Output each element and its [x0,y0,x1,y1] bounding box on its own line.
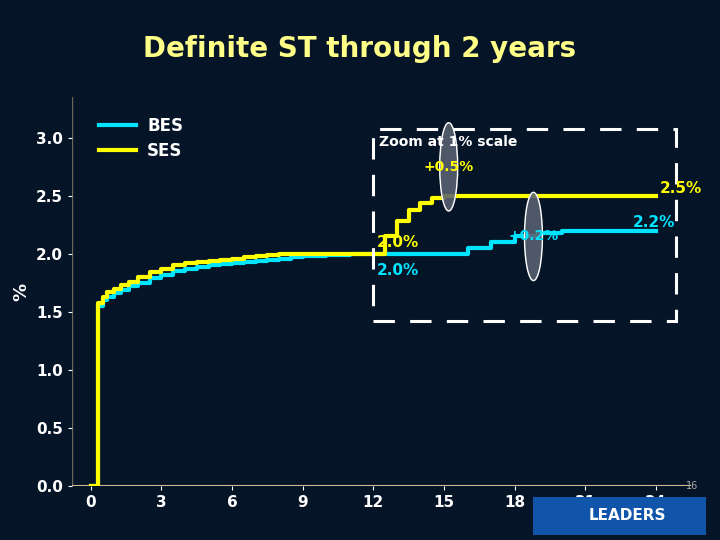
Text: 2.2%: 2.2% [632,215,675,230]
BES [228,260,236,266]
BES [557,227,566,234]
BES [134,280,143,286]
Circle shape [440,123,458,211]
Text: +0.5%: +0.5% [423,160,474,174]
BES [652,227,660,234]
SES [110,286,119,292]
Text: Definite ST through 2 years: Definite ST through 2 years [143,35,577,63]
BES [99,297,107,303]
SES [346,251,354,257]
BES [94,303,102,309]
BES [346,251,354,257]
SES [416,200,425,206]
SES [428,195,436,201]
BES [103,294,112,300]
SES [652,193,660,199]
BES [124,283,132,289]
BES [157,272,166,278]
SES [103,289,112,295]
SES [124,279,132,285]
SES [134,274,143,280]
Line: SES: SES [91,196,656,486]
SES [440,193,449,199]
SES [181,260,189,266]
SES [216,256,225,263]
BES [487,239,495,246]
Text: 2.0%: 2.0% [377,262,419,278]
BES [204,262,213,269]
BES [287,254,295,261]
BES [463,245,472,251]
Circle shape [524,192,542,281]
BES [581,227,590,234]
BES [216,261,225,267]
BES [322,252,330,258]
Bar [374,129,676,321]
BES [145,275,154,281]
BES [392,251,401,257]
BES [275,255,284,262]
SES [275,251,284,257]
Text: 2.0%: 2.0% [377,235,419,250]
SES [228,255,236,262]
SES [157,266,166,272]
BES [181,266,189,272]
SES [169,262,178,269]
Text: 2.5%: 2.5% [660,181,702,197]
Line: BES: BES [91,231,656,486]
SES [145,269,154,276]
BES [117,287,126,293]
BES [416,251,425,257]
BES [86,483,95,489]
Text: LEADERS: LEADERS [589,508,667,523]
BES [240,259,248,265]
SES [298,251,307,257]
SES [392,218,401,225]
SES [240,254,248,261]
BES [298,253,307,259]
BES [369,251,378,257]
BES [263,256,271,263]
Legend: BES, SES: BES, SES [99,117,184,160]
SES [204,258,213,264]
Text: +0.2%: +0.2% [508,230,559,244]
SES [117,282,126,288]
SES [405,206,413,213]
Text: Zoom at 1% scale: Zoom at 1% scale [379,136,518,150]
SES [94,299,102,306]
BES [110,290,119,296]
SES [287,251,295,257]
SES [322,251,330,257]
SES [192,259,201,265]
SES [251,253,260,259]
BES [251,258,260,264]
SES [381,233,390,240]
Text: 16: 16 [686,481,698,491]
BES [169,268,178,274]
SES [263,252,271,258]
BES [510,233,519,240]
SES [369,251,378,257]
SES [99,294,107,300]
BES [440,251,449,257]
BES [534,230,542,236]
BES [192,264,201,270]
SES [86,483,95,489]
Y-axis label: %: % [12,282,30,301]
